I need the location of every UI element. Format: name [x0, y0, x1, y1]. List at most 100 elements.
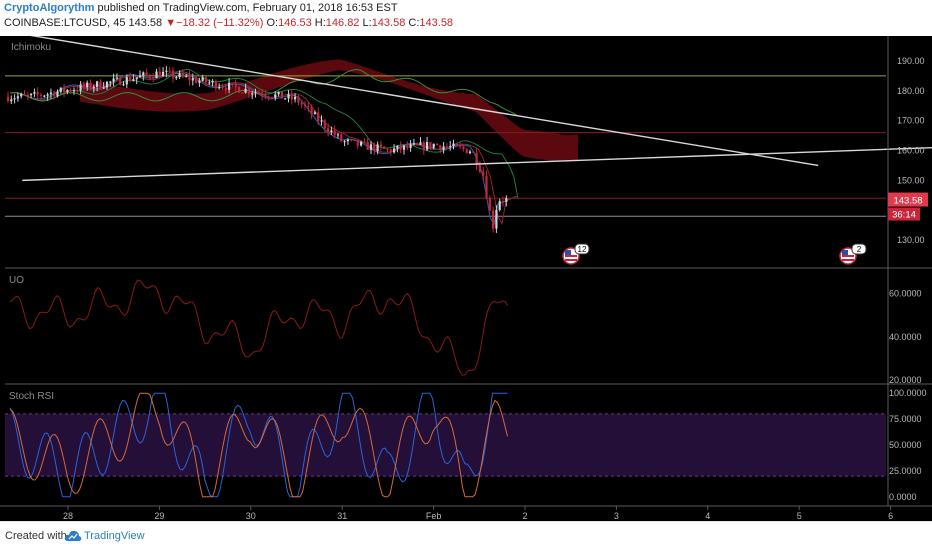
price-candle	[386, 148, 389, 150]
stoch-tick-label: 25.0000	[889, 466, 922, 476]
price-candle	[76, 90, 79, 92]
price-candle	[82, 84, 85, 87]
price-candle	[251, 93, 254, 95]
price-candle	[224, 87, 227, 90]
y-tick-label: 130.00	[897, 235, 925, 245]
price-candle	[313, 112, 316, 115]
author-link[interactable]: CryptoAlgorythm	[4, 2, 95, 14]
uo-tick-label: 40.0000	[889, 332, 922, 342]
y-tick-label: 190.00	[897, 56, 925, 66]
price-candle	[162, 71, 165, 77]
uo-line	[9, 279, 508, 376]
price-candle	[350, 139, 353, 141]
price-candle	[96, 81, 99, 87]
trendlines[interactable]	[22, 36, 932, 182]
price-candle	[198, 80, 201, 83]
price-candle	[59, 87, 62, 92]
price-change: −18.32 (−11.32%)	[176, 17, 264, 29]
stoch-k-line	[9, 392, 508, 498]
panel-frame	[0, 36, 932, 507]
price-candle	[389, 149, 392, 153]
price-candle	[125, 77, 128, 85]
price-candle	[346, 139, 349, 142]
price-candle	[459, 145, 462, 147]
price-candle	[488, 197, 491, 211]
price-candle	[16, 96, 19, 99]
price-candle	[115, 77, 118, 79]
price-candle	[201, 77, 204, 81]
price-candle	[257, 92, 260, 94]
price-candle	[234, 83, 237, 87]
x-tick-label: 29	[154, 511, 164, 521]
price-candle	[145, 72, 148, 75]
badges: 143.58 36:14 12 2	[562, 192, 928, 265]
price-candle	[204, 77, 208, 83]
price-candle	[294, 96, 297, 100]
price-candle	[336, 134, 340, 136]
price-candle	[287, 94, 290, 99]
price-candle	[445, 146, 448, 148]
price-candle	[333, 130, 336, 136]
x-tick-label: 28	[63, 511, 73, 521]
panel-title: Stoch RSI	[9, 391, 54, 402]
price-candle	[399, 145, 402, 150]
ichimoku-cloud	[80, 59, 578, 162]
price-candle	[129, 77, 132, 81]
price-candle	[393, 148, 396, 153]
tradingview-link[interactable]: TradingView	[84, 530, 145, 542]
us-flag-stripe	[842, 255, 854, 257]
price-candle	[244, 88, 247, 93]
price-candle	[231, 82, 234, 84]
ichimoku-cloud-area	[80, 59, 578, 162]
horizontal-levels	[5, 75, 886, 217]
price-candle	[109, 81, 112, 83]
price-candle	[267, 96, 270, 98]
price-candle	[274, 94, 277, 98]
panel-title: Ichimoku	[11, 42, 51, 53]
price-candle	[102, 87, 105, 89]
axes: 190.00180.00170.00160.00150.00130.0060.0…	[63, 56, 927, 521]
price-candle	[92, 86, 95, 89]
price-candle	[360, 141, 363, 146]
chart-canvas[interactable]: 190.00180.00170.00160.00150.00130.0060.0…	[0, 36, 932, 521]
price-candle	[6, 96, 10, 102]
trendline	[29, 36, 819, 167]
event-count-text: 2	[857, 245, 862, 254]
price-candle	[178, 73, 181, 78]
price-candle	[191, 78, 194, 81]
event-count-badge	[574, 243, 590, 255]
price-candle	[495, 209, 498, 229]
symbol-label[interactable]: COINBASE:LTCUSD, 45	[4, 17, 126, 29]
high-value: 146.82	[325, 17, 360, 29]
us-flag-stripe	[842, 259, 854, 261]
published-text: published on TradingView.com, February 0…	[97, 2, 398, 14]
y-tick-label: 160.00	[897, 146, 925, 156]
y-tick-label: 150.00	[897, 175, 925, 185]
stoch-tick-label: 0.0000	[889, 492, 917, 502]
x-tick-label: 6	[888, 511, 893, 521]
price-candle	[214, 80, 217, 89]
price-candle	[442, 146, 445, 150]
x-tick-label: 2	[522, 511, 527, 521]
price-candle	[152, 77, 155, 79]
price-candle	[396, 145, 399, 149]
price-candle	[261, 93, 264, 96]
panel-title: UO	[9, 275, 24, 286]
uo-tick-label: 60.0000	[889, 289, 922, 299]
y-tick-label: 170.00	[897, 116, 925, 126]
price-candle	[485, 175, 488, 198]
price-candle	[155, 71, 158, 79]
price-candle	[132, 79, 135, 81]
price-candle	[369, 144, 373, 150]
price-candle	[426, 142, 429, 150]
last-price: 143.58	[128, 17, 163, 29]
price-candle	[148, 74, 151, 78]
low-label: L:	[362, 17, 372, 29]
open-label: O:	[266, 17, 279, 29]
price-candle	[307, 106, 310, 108]
price-candle	[228, 82, 231, 90]
last-price-badge	[888, 192, 928, 207]
price-candle	[33, 92, 36, 94]
price-candle	[185, 76, 188, 78]
price-candle	[270, 97, 274, 99]
